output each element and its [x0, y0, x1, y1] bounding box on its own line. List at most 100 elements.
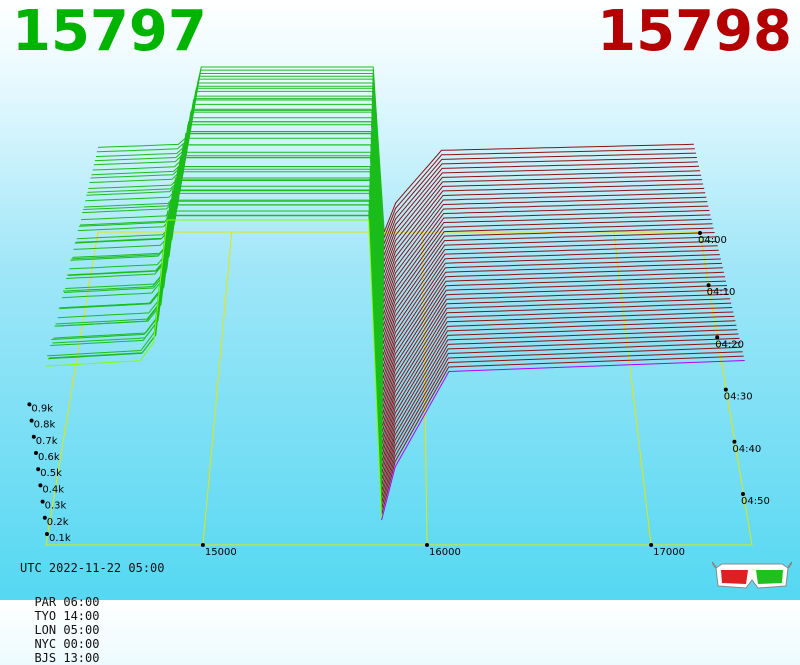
time-tick-mark	[715, 335, 720, 340]
bid-depth-line	[80, 117, 384, 327]
volume-tick-label: 0.3k	[45, 501, 67, 512]
ask-depth-line	[383, 192, 706, 297]
bid-depth-line	[49, 215, 383, 503]
bid-depth-line	[89, 90, 385, 280]
bid-depth-line	[85, 103, 385, 303]
clock-tokyo: TYO 14:00	[34, 609, 100, 623]
clock-london: LON 05:00	[34, 623, 100, 637]
ask-depth-line	[381, 302, 732, 444]
bid-depth-line	[60, 180, 383, 438]
bid-depth-line	[87, 98, 385, 291]
ask-depth-line	[382, 271, 724, 403]
price-tick-mark	[200, 543, 205, 547]
ask-depth-line	[382, 289, 729, 427]
bid-depth-line	[50, 204, 383, 497]
ask-depth-line	[381, 333, 739, 485]
ask-depth-line	[383, 165, 700, 262]
volume-tick-label: 0.5k	[40, 468, 62, 479]
ask-depth-line	[383, 183, 704, 286]
bid-depth-line	[70, 144, 384, 385]
depth-chart: 15000 16000 17000 0.1k 0.2k 0.3k 0.4k 0.5k 0.6k 0…	[27, 66, 770, 558]
ask-depth-line	[382, 210, 710, 321]
ask-depth-line	[383, 196, 707, 303]
bid-depth-line	[51, 199, 383, 491]
bid-price: 15797	[12, 0, 207, 64]
bid-depth-line	[53, 200, 383, 479]
ask-depth-line	[381, 355, 744, 515]
volume-tick-mark	[40, 499, 45, 504]
ask-depth-line	[381, 307, 733, 450]
price-tick-label: 17000	[653, 547, 685, 558]
bid-depth-line	[59, 179, 383, 444]
volume-tick-mark	[31, 434, 36, 439]
utc-time: UTC 2022-11-22 05:00	[20, 561, 165, 575]
time-tick-label: 04:20	[715, 339, 744, 350]
bid-depth-line	[95, 73, 385, 244]
grid-line	[202, 231, 233, 546]
ask-depth-line	[381, 337, 740, 491]
time-tick-label: 04:00	[698, 235, 727, 246]
bid-depth-line	[93, 78, 385, 256]
ask-depth-line	[382, 232, 715, 350]
bid-depth-line	[63, 168, 383, 421]
bid-depth-line	[79, 121, 384, 332]
clock-beijing: BJS 13:00	[34, 651, 100, 665]
bid-depth-line	[77, 124, 384, 344]
ask-depth-line	[381, 329, 738, 480]
bid-depth-line	[82, 111, 384, 321]
axis-ticks: 15000 16000 17000 0.1k 0.2k 0.3k 0.4k 0.5k 0.6k 0…	[27, 231, 770, 558]
volume-tick-label: 0.7k	[36, 436, 58, 447]
bid-depth-line	[67, 155, 384, 403]
ask-depth-line	[383, 187, 705, 291]
bid-depth-line	[84, 108, 384, 309]
ask-depth-line	[382, 276, 726, 409]
volume-tick-label: 0.6k	[38, 452, 60, 463]
ask-depth-line	[383, 170, 701, 268]
price-tick-label: 16000	[429, 547, 461, 558]
bid-depth-line	[86, 99, 385, 297]
time-tick-mark	[741, 492, 745, 496]
time-tick-mark	[732, 439, 737, 444]
bid-depth-line	[56, 192, 383, 462]
bid-depth-line	[58, 177, 383, 450]
time-tick-label: 04:50	[741, 496, 770, 507]
ask-depth-line	[382, 262, 722, 391]
ask-depth-line	[381, 311, 734, 456]
ask-depth-line	[383, 157, 697, 250]
volume-tick-mark	[36, 467, 41, 472]
clock-paris: PAR 06:00	[34, 595, 100, 609]
ask-depth-line	[381, 324, 737, 474]
time-tick-mark	[723, 387, 728, 392]
bid-depth-line	[92, 82, 385, 262]
bid-depth-line	[73, 137, 384, 368]
ask-depth-line	[382, 236, 716, 356]
ask-depth-line	[383, 174, 702, 274]
bid-depth-line	[78, 121, 384, 338]
3d-glasses-icon[interactable]	[712, 558, 792, 594]
bid-depth-line	[55, 189, 383, 468]
bid-depth-line	[52, 204, 383, 485]
price-tick-mark	[425, 543, 430, 547]
bid-depth-line	[54, 190, 383, 474]
ask-depth-line	[381, 360, 745, 521]
volume-tick-label: 0.2k	[47, 517, 69, 528]
ask-depth-line	[381, 342, 741, 497]
ask-depth-line	[382, 227, 714, 344]
ask-depth-line	[381, 315, 735, 462]
ask-depth-line	[381, 298, 731, 438]
ask-depth-line	[382, 240, 717, 362]
time-tick-label: 04:10	[707, 287, 736, 298]
volume-tick-mark	[34, 451, 38, 455]
price-tick-label: 15000	[205, 547, 237, 558]
volume-tick-label: 0.4k	[42, 484, 64, 495]
price-tick-mark	[649, 543, 654, 547]
ask-depth-line	[383, 179, 703, 280]
ask-depth-line	[381, 293, 730, 432]
bid-depth-line	[62, 166, 383, 427]
bid-depth-line	[91, 85, 385, 268]
ask-depth-line	[381, 351, 743, 509]
volume-tick-mark	[29, 418, 34, 423]
depth-lines	[45, 66, 745, 521]
time-tick-label: 04:40	[732, 444, 761, 455]
ask-depth-line	[383, 205, 709, 315]
